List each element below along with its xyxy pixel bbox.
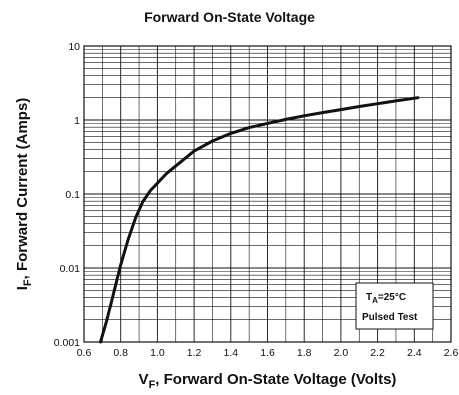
x-tick-label: 1.6 bbox=[260, 347, 275, 359]
x-tick-label: 1.4 bbox=[223, 347, 238, 359]
legend-note: Pulsed Test bbox=[362, 312, 418, 323]
y-tick-label: 0.001 bbox=[54, 337, 80, 349]
x-tick-label: 2.6 bbox=[444, 347, 459, 359]
x-tick-label: 2.4 bbox=[407, 347, 422, 359]
x-tick-label: 1.0 bbox=[150, 347, 165, 359]
y-axis-title: IF, Forward Current (Amps) bbox=[14, 98, 34, 291]
y-tick-label: 10 bbox=[68, 41, 80, 53]
legend-rect bbox=[355, 282, 434, 330]
forward-current-curve bbox=[99, 96, 420, 344]
plot-frame bbox=[83, 45, 452, 343]
x-tick-label: 0.8 bbox=[113, 347, 128, 359]
x-tick-label: 1.2 bbox=[187, 347, 202, 359]
grid bbox=[84, 46, 451, 342]
x-tick-label: 2.2 bbox=[370, 347, 385, 359]
x-axis-title: VF, Forward On-State Voltage (Volts) bbox=[139, 371, 397, 391]
x-tick-label: 2.0 bbox=[334, 347, 349, 359]
y-tick-label: 0.01 bbox=[60, 263, 81, 275]
y-tick-label: 0.1 bbox=[65, 189, 80, 201]
tick-labels: 0.6 0.8 1.0 1.2 1.4 1.6 1.8 2.0 2.2 2.4 2.6 0.001 0.… bbox=[54, 41, 459, 359]
legend-box: TA=25°C Pulsed Test bbox=[355, 282, 434, 330]
x-tick-label: 1.8 bbox=[297, 347, 312, 359]
x-tick-label: 0.6 bbox=[77, 347, 92, 359]
y-tick-label: 1 bbox=[74, 115, 80, 127]
legend-ta: TA=25°C bbox=[366, 292, 406, 305]
chart-title: Forward On-State Voltage bbox=[144, 9, 315, 25]
